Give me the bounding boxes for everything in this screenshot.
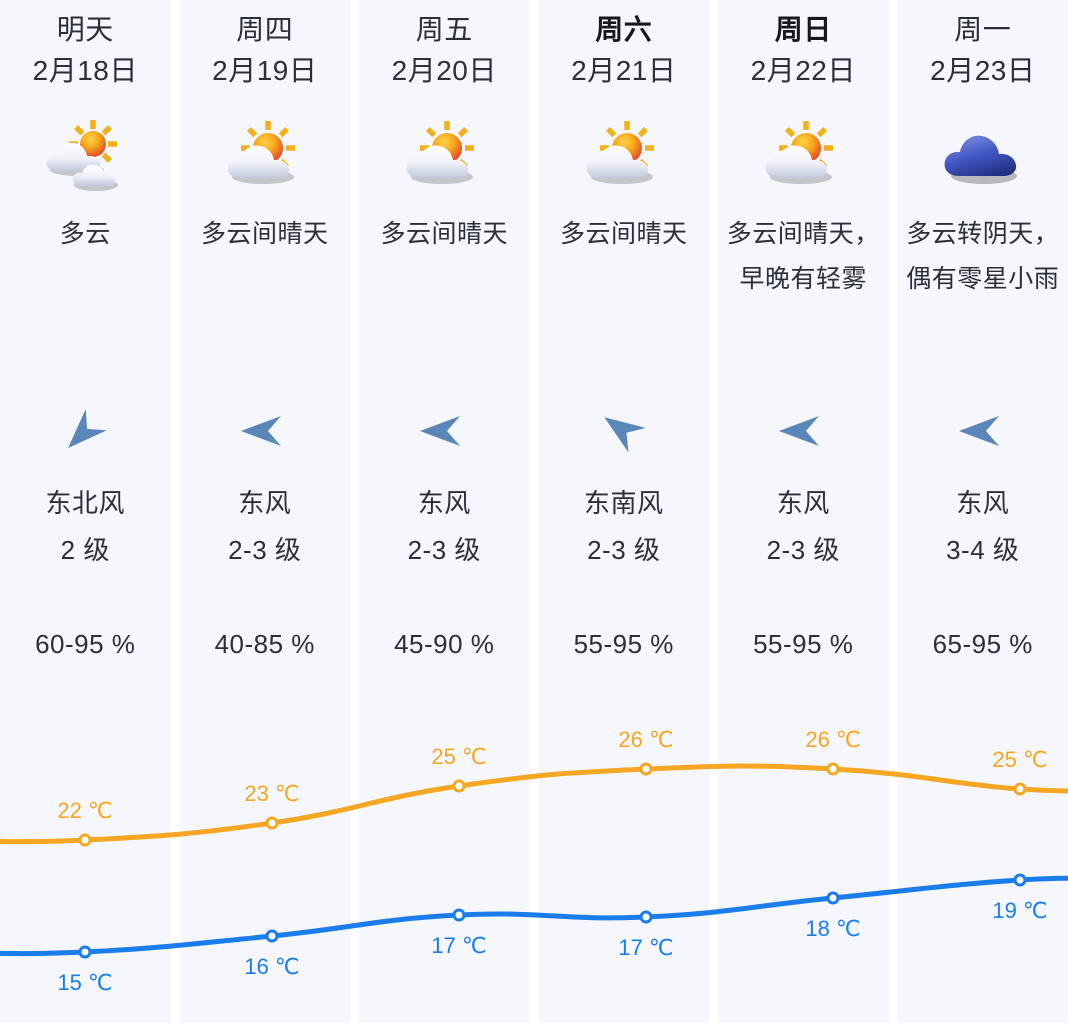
humidity-label: 55-95 % <box>753 629 854 659</box>
weather-icon-wrapper <box>398 114 490 200</box>
weather-description: 多云 <box>59 220 111 248</box>
wind-direction-arrow-icon <box>240 416 281 446</box>
overcast-cloud-icon <box>944 135 1017 184</box>
weather-description: 多云转阴天，偶有零星小雨 <box>906 220 1060 293</box>
weather-icon-wrapper <box>937 114 1029 200</box>
forecast-day-column[interactable]: 明天 2月18日多云东北风 2 级 60-95 % <box>0 0 171 1023</box>
wind-force-label: 3-4 级 <box>946 535 1020 565</box>
wind-arrow-wrapper <box>416 405 472 457</box>
day-name: 周六 <box>595 14 653 45</box>
forecast-day-column[interactable]: 周四 2月19日多云间晴天东风 2-3 级 40-85 % <box>180 0 351 1023</box>
day-name: 周一 <box>954 14 1012 45</box>
humidity-label: 55-95 % <box>573 629 674 659</box>
day-date: 2月22日 <box>750 55 856 86</box>
wind-direction-arrow-icon <box>68 409 108 448</box>
forecast-day-column[interactable]: 周一 2月23日多云转阴天，偶有零星小雨东风 3-4 级 65-95 % <box>898 0 1068 1023</box>
wind-direction-arrow-icon <box>958 416 999 446</box>
cloudy-icon <box>46 120 119 191</box>
wind-direction-label: 东风 <box>956 488 1010 518</box>
wind-direction-arrow-icon <box>779 416 820 446</box>
wind-direction-label: 东北风 <box>45 488 125 518</box>
sun-behind-cloud-icon <box>406 121 475 184</box>
weather-description: 多云间晴天 <box>200 220 329 248</box>
wind-arrow-wrapper <box>955 405 1011 457</box>
wind-direction-arrow-icon <box>420 416 461 446</box>
weather-icon-wrapper <box>219 114 311 200</box>
weather-icon-wrapper <box>578 114 670 200</box>
wind-force-label: 2-3 级 <box>766 535 840 565</box>
day-name: 周四 <box>236 14 294 45</box>
humidity-label: 40-85 % <box>214 629 315 659</box>
weather-icon-wrapper <box>757 114 849 200</box>
sun-behind-cloud-icon <box>227 121 295 184</box>
humidity-label: 65-95 % <box>932 629 1033 659</box>
wind-arrow-wrapper <box>775 405 831 457</box>
forecast-day-column[interactable]: 周六 2月21日多云间晴天东南风 2-3 级 55-95 % <box>539 0 710 1023</box>
wind-force-label: 2-3 级 <box>587 535 661 565</box>
weather-description: 多云间晴天 <box>380 220 508 248</box>
wind-direction-label: 东南风 <box>583 488 664 518</box>
day-date: 2月23日 <box>930 55 1036 86</box>
wind-force-label: 2-3 级 <box>228 535 302 565</box>
weather-icon-wrapper <box>39 114 131 200</box>
wind-arrow-wrapper <box>596 405 652 457</box>
wind-force-label: 2 级 <box>60 535 110 565</box>
day-date: 2月21日 <box>571 55 677 86</box>
weather-description: 多云间晴天，早晚有轻雾 <box>726 220 880 293</box>
wind-arrow-wrapper <box>237 405 293 457</box>
day-date: 2月19日 <box>212 55 318 86</box>
day-name: 周日 <box>774 14 832 45</box>
wind-direction-label: 东风 <box>238 488 292 518</box>
forecast-day-column[interactable]: 周五 2月20日多云间晴天东风 2-3 级 45-90 % <box>359 0 530 1023</box>
wind-arrow-wrapper <box>57 405 113 457</box>
sun-behind-cloud-icon <box>765 121 834 184</box>
wind-direction-label: 东风 <box>417 488 471 518</box>
wind-force-label: 2-3 级 <box>407 535 481 565</box>
sun-behind-cloud-icon <box>586 121 654 184</box>
day-name: 周五 <box>415 14 473 45</box>
humidity-label: 60-95 % <box>35 629 136 659</box>
day-date: 2月18日 <box>32 55 138 86</box>
wind-direction-arrow-icon <box>604 417 646 453</box>
day-name: 明天 <box>56 14 114 45</box>
wind-direction-label: 东风 <box>776 488 830 518</box>
forecast-day-column[interactable]: 周日 2月22日多云间晴天，早晚有轻雾东风 2-3 级 55-95 % <box>718 0 889 1023</box>
weather-description: 多云间晴天 <box>559 220 688 248</box>
day-date: 2月20日 <box>391 55 497 86</box>
humidity-label: 45-90 % <box>394 629 495 659</box>
